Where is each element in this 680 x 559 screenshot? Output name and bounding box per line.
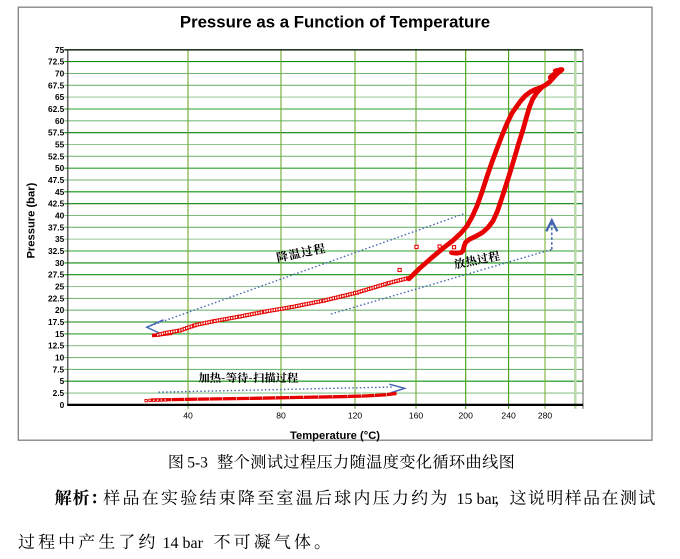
svg-text:2.5: 2.5 bbox=[53, 388, 65, 398]
svg-text:27.5: 27.5 bbox=[48, 270, 65, 280]
svg-text:200: 200 bbox=[459, 411, 474, 421]
svg-text:75: 75 bbox=[55, 45, 65, 55]
svg-text:80: 80 bbox=[276, 411, 286, 421]
svg-text:32.5: 32.5 bbox=[48, 246, 65, 256]
svg-text:Pressure as a Function of Temp: Pressure as a Function of Temperature bbox=[180, 13, 490, 32]
svg-text:72.5: 72.5 bbox=[48, 57, 65, 67]
svg-text:65: 65 bbox=[55, 92, 65, 102]
svg-text:280: 280 bbox=[538, 411, 553, 421]
svg-text:42.5: 42.5 bbox=[48, 199, 65, 209]
svg-text:7.5: 7.5 bbox=[53, 364, 65, 374]
svg-text:70: 70 bbox=[55, 69, 65, 79]
svg-text:35: 35 bbox=[55, 234, 65, 244]
svg-text:20: 20 bbox=[55, 305, 65, 315]
svg-text:15 bar: 15 bar bbox=[457, 491, 498, 508]
svg-text:Temperature (°C): Temperature (°C) bbox=[290, 430, 380, 442]
svg-text:62.5: 62.5 bbox=[48, 104, 65, 114]
svg-text:55: 55 bbox=[55, 140, 65, 150]
svg-text:0: 0 bbox=[60, 400, 65, 410]
svg-text:25: 25 bbox=[55, 282, 65, 292]
svg-text:5-3: 5-3 bbox=[187, 454, 208, 471]
svg-text:22.5: 22.5 bbox=[48, 293, 65, 303]
svg-text:5: 5 bbox=[60, 376, 65, 386]
svg-text:40: 40 bbox=[55, 211, 65, 221]
svg-text:37.5: 37.5 bbox=[48, 222, 65, 232]
svg-text:12.5: 12.5 bbox=[48, 341, 65, 351]
svg-text:67.5: 67.5 bbox=[48, 80, 65, 90]
svg-text:15: 15 bbox=[55, 329, 65, 339]
svg-text:50: 50 bbox=[55, 163, 65, 173]
svg-text:10: 10 bbox=[55, 353, 65, 363]
svg-text:14 bar: 14 bar bbox=[163, 535, 204, 552]
svg-text:240: 240 bbox=[501, 411, 516, 421]
svg-text:40: 40 bbox=[183, 411, 193, 421]
svg-text:47.5: 47.5 bbox=[48, 175, 65, 185]
svg-text:120: 120 bbox=[348, 411, 363, 421]
svg-text:60: 60 bbox=[55, 116, 65, 126]
svg-text:30: 30 bbox=[55, 258, 65, 268]
svg-text:Pressure (bar): Pressure (bar) bbox=[25, 182, 37, 258]
svg-text:17.5: 17.5 bbox=[48, 317, 65, 327]
svg-text:57.5: 57.5 bbox=[48, 128, 65, 138]
svg-text:45: 45 bbox=[55, 187, 65, 197]
svg-text:52.5: 52.5 bbox=[48, 151, 65, 161]
svg-text:160: 160 bbox=[409, 411, 424, 421]
